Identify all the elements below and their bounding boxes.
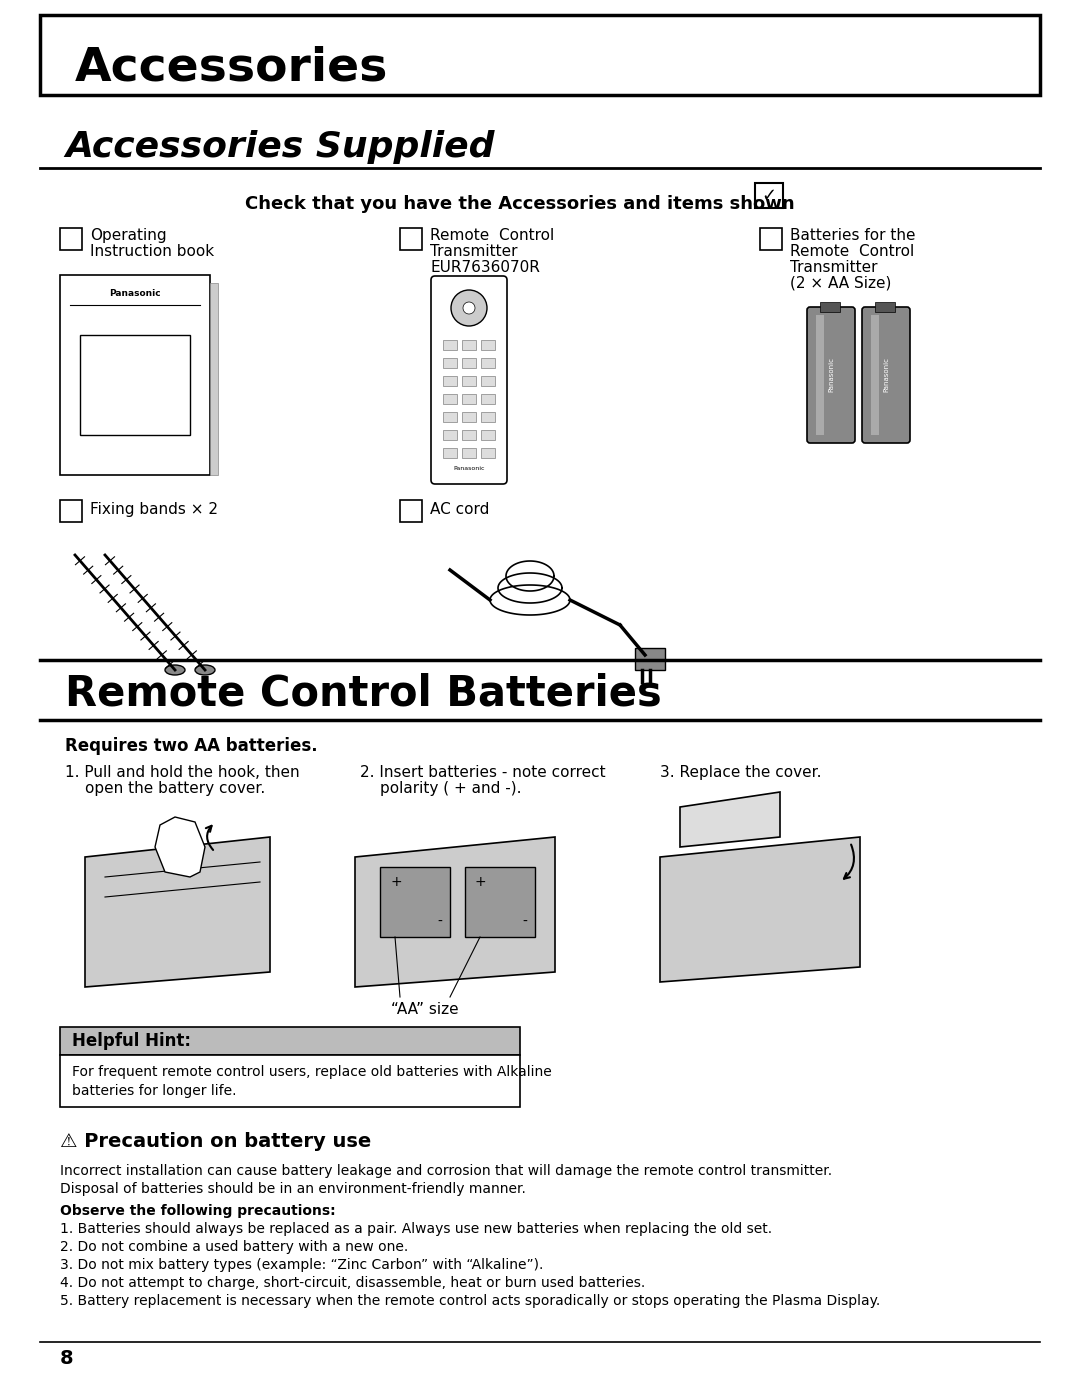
Bar bbox=[443, 412, 457, 422]
Text: +: + bbox=[390, 875, 402, 888]
Text: Accessories Supplied: Accessories Supplied bbox=[65, 130, 495, 163]
Bar bbox=[210, 284, 218, 475]
Polygon shape bbox=[660, 837, 860, 982]
Text: Observe the following precautions:: Observe the following precautions: bbox=[60, 1204, 336, 1218]
Text: 4. Do not attempt to charge, short-circuit, disassemble, heat or burn used batte: 4. Do not attempt to charge, short-circu… bbox=[60, 1275, 645, 1289]
Polygon shape bbox=[355, 837, 555, 988]
Bar bbox=[80, 335, 190, 434]
Text: Check that you have the Accessories and items shown: Check that you have the Accessories and … bbox=[245, 196, 795, 212]
Text: “AA” size: “AA” size bbox=[391, 1002, 459, 1017]
Bar bbox=[380, 868, 450, 937]
Bar bbox=[60, 1027, 519, 1055]
Bar bbox=[462, 412, 476, 422]
Text: For frequent remote control users, replace old batteries with Alkaline
batteries: For frequent remote control users, repla… bbox=[72, 1065, 552, 1098]
Bar bbox=[400, 500, 422, 522]
Text: +: + bbox=[475, 875, 487, 888]
Text: EUR7636070R: EUR7636070R bbox=[430, 260, 540, 275]
Bar bbox=[481, 339, 495, 351]
Bar bbox=[60, 500, 82, 522]
Bar bbox=[60, 1055, 519, 1106]
FancyBboxPatch shape bbox=[431, 277, 507, 483]
Bar bbox=[462, 448, 476, 458]
Text: 2. Insert batteries - note correct: 2. Insert batteries - note correct bbox=[360, 766, 606, 780]
Text: Disposal of batteries should be in an environment-friendly manner.: Disposal of batteries should be in an en… bbox=[60, 1182, 526, 1196]
Text: -: - bbox=[522, 915, 527, 929]
Text: Incorrect installation can cause battery leakage and corrosion that will damage : Incorrect installation can cause battery… bbox=[60, 1164, 832, 1178]
Bar bbox=[481, 430, 495, 440]
Text: Requires two AA batteries.: Requires two AA batteries. bbox=[65, 738, 318, 754]
Text: Panasonic: Panasonic bbox=[109, 289, 161, 298]
Text: -: - bbox=[437, 915, 442, 929]
Bar bbox=[60, 275, 210, 475]
Text: AC cord: AC cord bbox=[430, 502, 489, 517]
Text: ✓: ✓ bbox=[761, 187, 777, 205]
Text: 8: 8 bbox=[60, 1350, 73, 1368]
Bar bbox=[443, 358, 457, 367]
Text: 3. Do not mix battery types (example: “Zinc Carbon” with “Alkaline”).: 3. Do not mix battery types (example: “Z… bbox=[60, 1259, 543, 1273]
Bar bbox=[481, 358, 495, 367]
Bar bbox=[760, 228, 782, 250]
Text: Remote  Control: Remote Control bbox=[430, 228, 554, 243]
Bar bbox=[443, 376, 457, 386]
Text: Instruction book: Instruction book bbox=[90, 244, 214, 258]
Text: Panasonic: Panasonic bbox=[454, 465, 485, 471]
Polygon shape bbox=[156, 817, 205, 877]
Text: Accessories: Accessories bbox=[75, 46, 389, 91]
Ellipse shape bbox=[195, 665, 215, 675]
Bar bbox=[481, 394, 495, 404]
Text: Operating: Operating bbox=[90, 228, 166, 243]
Text: ⚠ Precaution on battery use: ⚠ Precaution on battery use bbox=[60, 1132, 372, 1151]
Text: (2 × AA Size): (2 × AA Size) bbox=[789, 277, 891, 291]
Bar bbox=[816, 314, 824, 434]
Bar bbox=[481, 448, 495, 458]
FancyBboxPatch shape bbox=[862, 307, 910, 443]
Bar bbox=[443, 339, 457, 351]
Text: Helpful Hint:: Helpful Hint: bbox=[72, 1032, 191, 1051]
Text: Remote  Control: Remote Control bbox=[789, 244, 915, 258]
Bar bbox=[875, 302, 895, 312]
Bar bbox=[462, 394, 476, 404]
Bar bbox=[400, 228, 422, 250]
Text: 5. Battery replacement is necessary when the remote control acts sporadically or: 5. Battery replacement is necessary when… bbox=[60, 1294, 880, 1308]
Bar bbox=[443, 430, 457, 440]
Text: polarity ( + and -).: polarity ( + and -). bbox=[380, 781, 522, 796]
Bar bbox=[462, 339, 476, 351]
Bar bbox=[820, 302, 840, 312]
Text: 2. Do not combine a used battery with a new one.: 2. Do not combine a used battery with a … bbox=[60, 1241, 408, 1255]
Bar bbox=[462, 376, 476, 386]
Bar bbox=[462, 358, 476, 367]
Text: Batteries for the: Batteries for the bbox=[789, 228, 916, 243]
Bar bbox=[481, 376, 495, 386]
Bar bbox=[481, 412, 495, 422]
Text: Transmitter: Transmitter bbox=[789, 260, 877, 275]
Text: 3. Replace the cover.: 3. Replace the cover. bbox=[660, 766, 822, 780]
Bar bbox=[60, 228, 82, 250]
Text: open the battery cover.: open the battery cover. bbox=[85, 781, 266, 796]
Circle shape bbox=[463, 302, 475, 314]
Bar bbox=[443, 448, 457, 458]
Text: Transmitter: Transmitter bbox=[430, 244, 517, 258]
Bar bbox=[870, 314, 879, 434]
Bar bbox=[462, 430, 476, 440]
FancyBboxPatch shape bbox=[807, 307, 855, 443]
Bar bbox=[465, 868, 535, 937]
Polygon shape bbox=[680, 792, 780, 847]
Bar bbox=[755, 183, 783, 208]
Text: Fixing bands × 2: Fixing bands × 2 bbox=[90, 502, 218, 517]
Bar bbox=[443, 394, 457, 404]
Text: Panasonic: Panasonic bbox=[883, 358, 889, 393]
Text: 1. Pull and hold the hook, then: 1. Pull and hold the hook, then bbox=[65, 766, 299, 780]
Text: Panasonic: Panasonic bbox=[828, 358, 834, 393]
Text: 1. Batteries should always be replaced as a pair. Always use new batteries when : 1. Batteries should always be replaced a… bbox=[60, 1222, 772, 1236]
Bar bbox=[40, 15, 1040, 95]
Circle shape bbox=[451, 291, 487, 326]
Polygon shape bbox=[85, 837, 270, 988]
Ellipse shape bbox=[165, 665, 185, 675]
Text: Remote Control Batteries: Remote Control Batteries bbox=[65, 672, 662, 714]
Bar bbox=[635, 648, 665, 671]
